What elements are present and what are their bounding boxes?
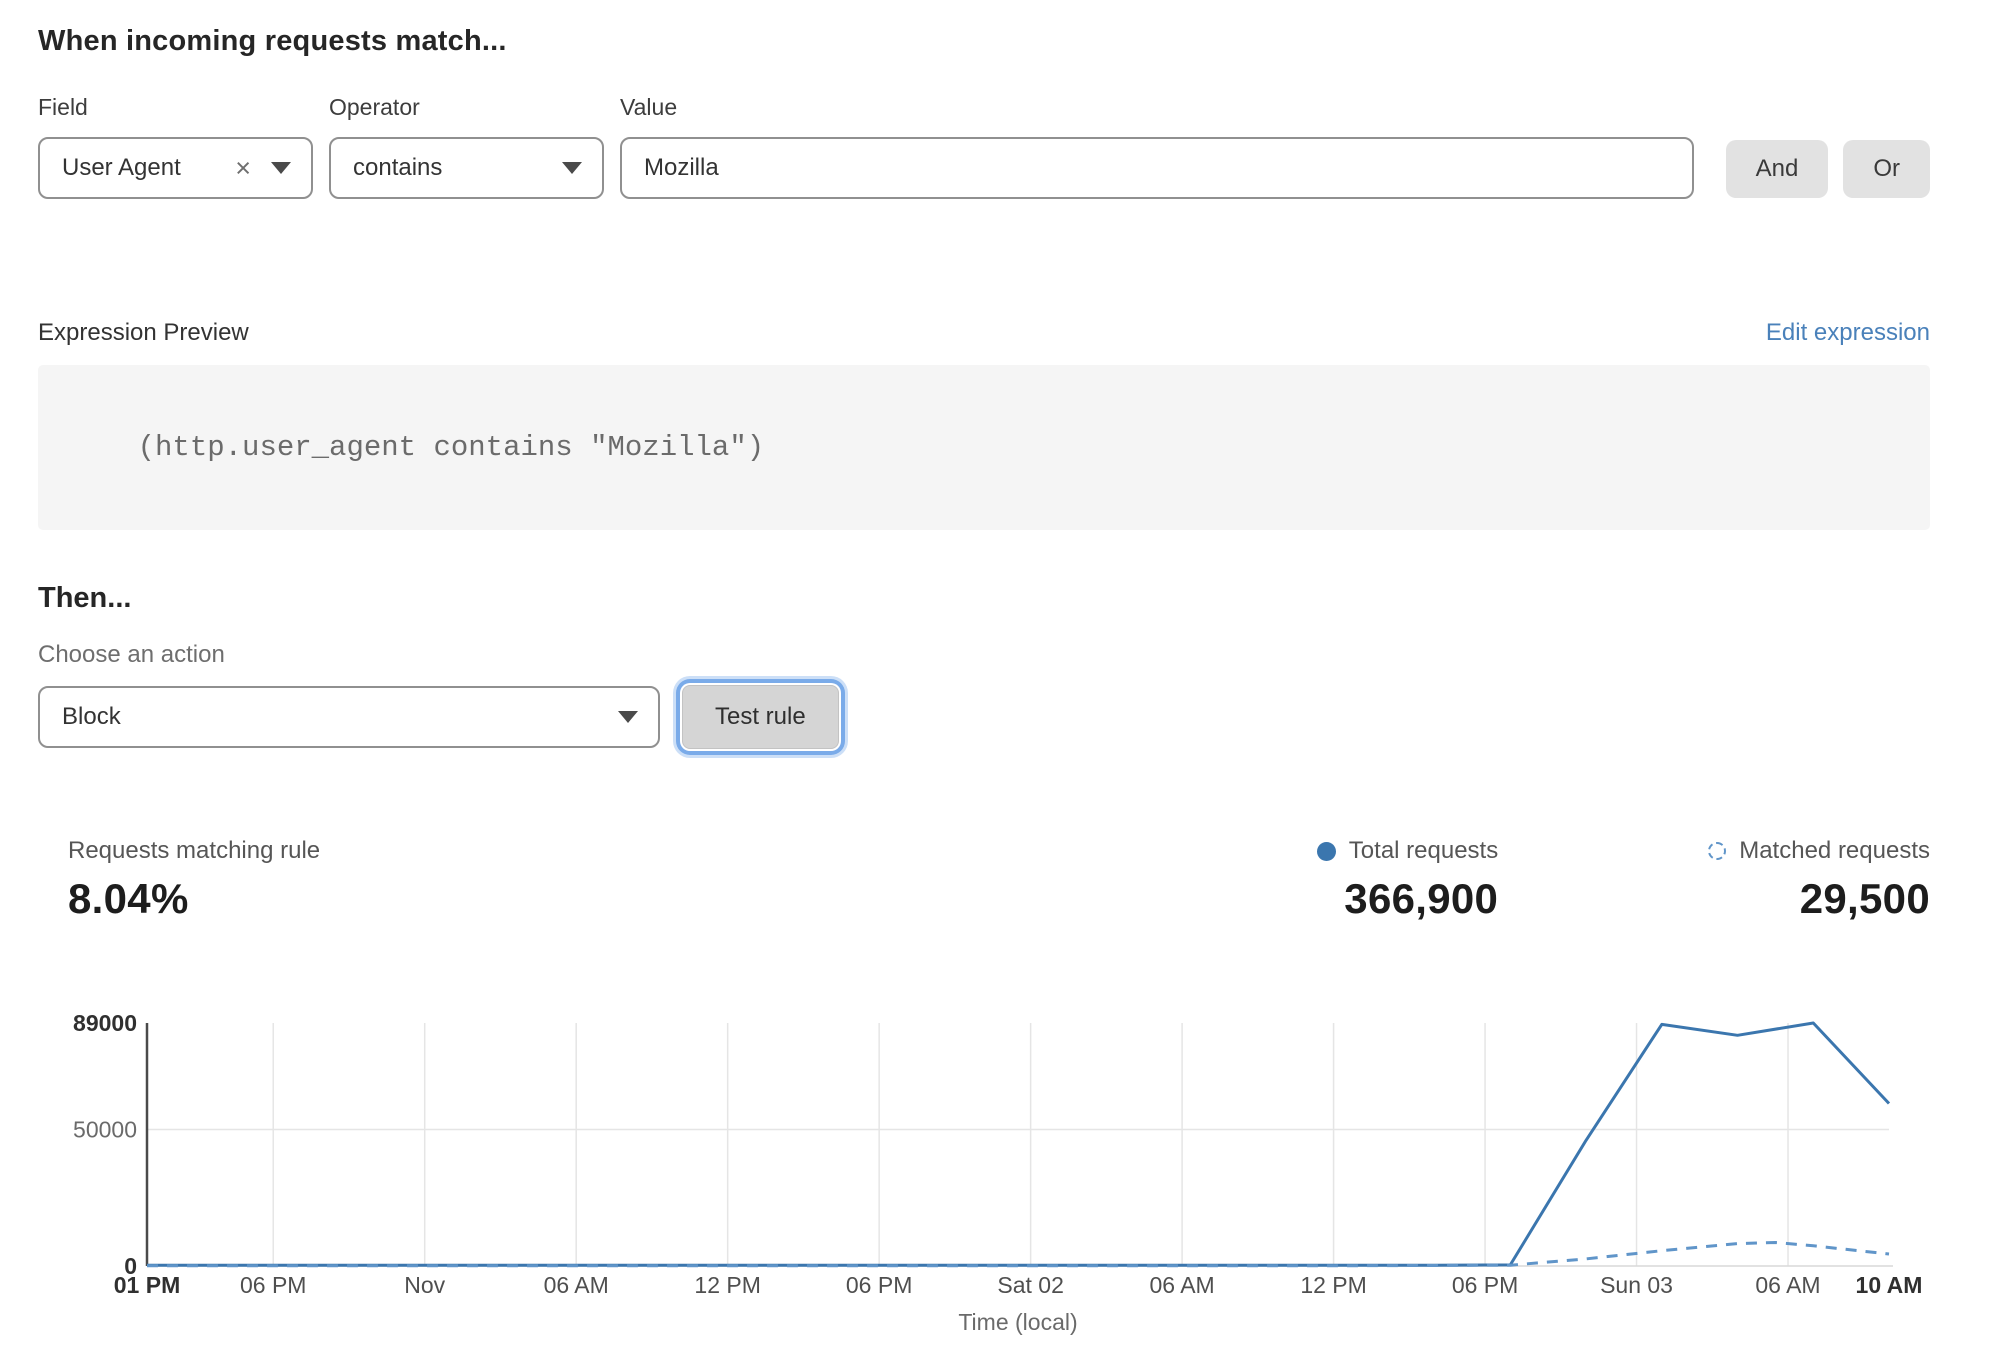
chevron-down-icon <box>562 162 582 174</box>
or-button[interactable]: Or <box>1843 140 1930 198</box>
expression-preview-box: (http.user_agent contains "Mozilla") <box>38 365 1930 530</box>
matched-requests-label: Matched requests <box>1739 837 1930 864</box>
svg-text:12 PM: 12 PM <box>1300 1272 1366 1298</box>
total-requests-label: Total requests <box>1348 837 1499 864</box>
clear-field-icon[interactable]: × <box>235 152 251 183</box>
value-label: Value <box>620 94 678 120</box>
svg-text:89000: 89000 <box>73 1010 137 1036</box>
requests-matching-value: 8.04% <box>68 875 189 922</box>
matched-requests-stat: Matched requests 29,500 <box>1708 837 1930 923</box>
value-input[interactable] <box>620 137 1694 199</box>
svg-text:10 AM: 10 AM <box>1856 1272 1923 1298</box>
operator-label: Operator <box>329 94 420 120</box>
requests-matching-label: Requests matching rule <box>68 837 321 864</box>
choose-action-label: Choose an action <box>38 641 225 668</box>
field-select[interactable]: User Agent × <box>38 137 313 199</box>
svg-text:Nov: Nov <box>404 1272 445 1298</box>
matched-requests-value: 29,500 <box>1799 875 1930 922</box>
requests-chart-svg: 0 50000 89000 01 PM 06 PM Nov 06 AM 12 PM 06 PM S… <box>73 1010 1923 1335</box>
svg-text:06 PM: 06 PM <box>240 1272 306 1298</box>
svg-text:06 PM: 06 PM <box>1452 1272 1518 1298</box>
total-requests-legend: Total requests <box>1316 837 1499 865</box>
field-label: Field <box>38 94 88 120</box>
total-requests-value: 366,900 <box>1344 875 1499 922</box>
value-column: Value <box>620 94 1694 199</box>
stats-row: Requests matching rule 8.04% Total reque… <box>38 837 1930 923</box>
action-selected-value: Block <box>62 703 121 730</box>
requests-matching-stat: Requests matching rule 8.04% <box>68 837 320 923</box>
rule-condition-row: Field User Agent × Operator contains Val… <box>38 94 1930 199</box>
solid-dot-icon <box>1316 841 1336 861</box>
and-button[interactable]: And <box>1725 140 1829 198</box>
dashed-circle-icon <box>1708 842 1727 860</box>
test-rule-button[interactable]: Test rule <box>682 685 839 749</box>
operator-selected-value: contains <box>353 154 443 181</box>
svg-text:50000: 50000 <box>73 1116 137 1142</box>
expression-code: (http.user_agent contains "Mozilla") <box>137 431 765 464</box>
field-selected-value: User Agent <box>62 154 181 181</box>
then-heading: Then... <box>38 582 132 614</box>
svg-text:06 AM: 06 AM <box>1149 1272 1214 1298</box>
matched-requests-legend: Matched requests <box>1708 837 1930 865</box>
svg-text:01 PM: 01 PM <box>114 1272 180 1298</box>
field-column: Field User Agent × <box>38 94 313 199</box>
svg-text:06 PM: 06 PM <box>846 1272 912 1298</box>
chevron-down-icon <box>271 162 291 174</box>
edit-expression-link[interactable]: Edit expression <box>1765 319 1930 346</box>
operator-column: Operator contains <box>329 94 604 199</box>
firewall-rule-editor: When incoming requests match... Field Us… <box>0 25 1999 1356</box>
svg-text:Time (local): Time (local) <box>958 1309 1077 1335</box>
chevron-down-icon <box>618 711 638 723</box>
svg-text:12 PM: 12 PM <box>694 1272 760 1298</box>
match-heading: When incoming requests match... <box>38 25 507 57</box>
expression-preview-label: Expression Preview <box>38 319 249 346</box>
action-row: Block Test rule <box>38 685 1930 749</box>
operator-select[interactable]: contains <box>329 137 604 199</box>
svg-text:06 AM: 06 AM <box>544 1272 609 1298</box>
requests-chart: 0 50000 89000 01 PM 06 PM Nov 06 AM 12 PM 06 PM S… <box>0 1001 1999 1356</box>
connector-buttons: And Or <box>1725 140 1930 198</box>
svg-text:Sun 03: Sun 03 <box>1600 1272 1673 1298</box>
svg-text:0: 0 <box>124 1253 137 1279</box>
action-select[interactable]: Block <box>38 686 660 748</box>
svg-text:06 AM: 06 AM <box>1755 1272 1820 1298</box>
svg-text:Sat 02: Sat 02 <box>997 1272 1064 1298</box>
expression-preview-header: Expression Preview Edit expression <box>38 319 1930 347</box>
total-requests-stat: Total requests 366,900 <box>1316 837 1499 923</box>
